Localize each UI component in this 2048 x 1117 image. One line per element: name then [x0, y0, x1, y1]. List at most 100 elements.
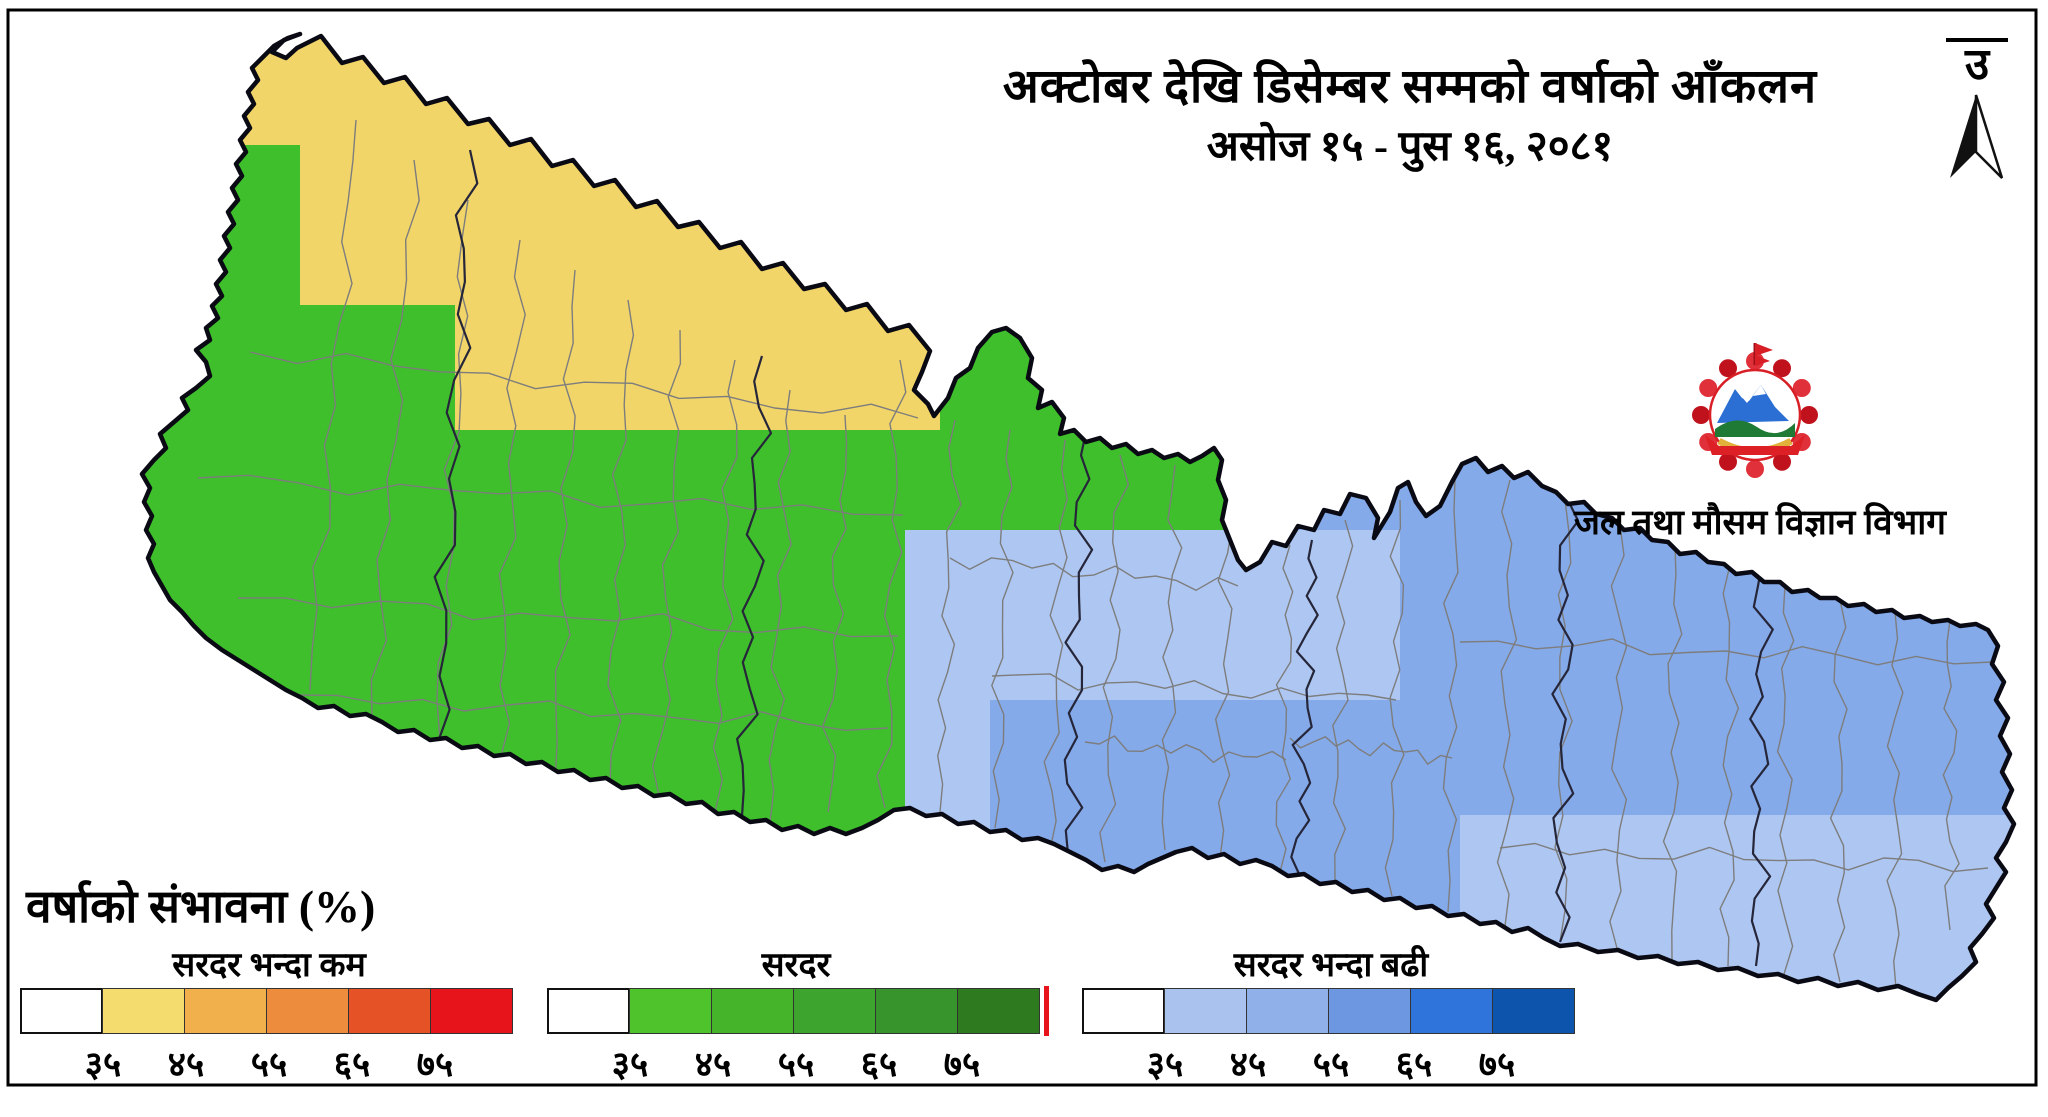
legend-swatch — [430, 988, 513, 1034]
district-line — [1099, 454, 1129, 863]
legend-swatch — [793, 988, 876, 1034]
emblem-flower — [1699, 379, 1718, 397]
legend-swatch — [20, 988, 103, 1034]
district-line — [1942, 619, 1960, 931]
district-line — [197, 474, 904, 516]
legend-tick-label: ५५ — [1312, 1045, 1350, 1084]
legend-swatch — [957, 988, 1040, 1034]
district-line — [652, 329, 682, 801]
map-title-line2: असोज १५ - पुस १६, २०८१ — [1206, 124, 1614, 170]
district-line — [498, 239, 526, 761]
emblem-flower — [1773, 359, 1791, 378]
map-frame — [6, 8, 2038, 1087]
emblem-ribbon — [1705, 435, 1805, 455]
legend-end-tick — [1044, 986, 1049, 1036]
district-line — [876, 359, 907, 809]
district-line — [1043, 439, 1068, 851]
emblem-flower — [1746, 460, 1764, 478]
legend-swatch — [1164, 988, 1247, 1034]
legend-swatch — [547, 988, 630, 1034]
legend-swatch — [102, 988, 185, 1034]
legend-tick-label: ४५ — [694, 1045, 732, 1084]
district-line — [768, 389, 792, 823]
legend-swatch — [629, 988, 712, 1034]
emblem-flower — [1719, 452, 1737, 471]
legend-tick-row: ३५ ४५ ५५ ६५ ७५ — [1082, 1040, 1580, 1084]
dhm-emblem-logo — [1692, 343, 1818, 478]
legend-swatch — [348, 988, 431, 1034]
emblem-flower — [1719, 359, 1737, 378]
district-line — [991, 429, 1014, 829]
zone-above-normal-light — [905, 530, 2014, 1000]
district-line — [712, 359, 738, 813]
district-line — [1499, 842, 1989, 873]
province-line — [1063, 431, 1094, 855]
legend-swatch — [1492, 988, 1575, 1034]
legend-group-above-normal: सरदर भन्दा बढी ३५ ४५ ५५ ६५ ७५ — [1082, 940, 1580, 1100]
legend-swatch — [184, 988, 267, 1034]
district-line — [1384, 499, 1405, 897]
district-line — [1459, 638, 1993, 666]
legend-tick-label: ७५ — [416, 1045, 454, 1084]
emblem-hills — [1715, 420, 1795, 437]
district-line — [821, 414, 848, 813]
emblem-flower — [1773, 452, 1791, 471]
district-line — [1084, 735, 1287, 764]
province-line — [1551, 495, 1580, 943]
legend-tick-label: ३५ — [84, 1045, 122, 1084]
legend-tick-label: ५५ — [250, 1045, 288, 1084]
legend-tick-label: ४५ — [1229, 1045, 1267, 1084]
map-title-line1: अक्टोबर देखि डिसेम्बर सम्मको वर्षाको आँक… — [1002, 61, 1818, 113]
north-arrow — [1950, 94, 2004, 179]
district-line — [1662, 544, 1683, 961]
district-line — [554, 269, 576, 781]
legend-color-bar — [20, 988, 513, 1034]
legend-tick-label: ७५ — [1478, 1045, 1516, 1084]
district-line — [1609, 524, 1628, 953]
legend-group-label: सरदर — [761, 947, 831, 984]
legend-tick-label: ६५ — [333, 1045, 371, 1084]
district-line — [1275, 544, 1294, 873]
province-line — [1749, 561, 1774, 967]
district-line — [1161, 464, 1183, 851]
district-line — [1332, 519, 1354, 881]
district-line — [294, 694, 889, 731]
legend-swatch — [1410, 988, 1493, 1034]
legend-title: वर्षाको संभावना (%) — [26, 881, 376, 932]
district-line — [937, 419, 962, 813]
emblem-flower — [1692, 406, 1710, 424]
district-line — [1442, 479, 1459, 913]
legend-swatch — [266, 988, 349, 1034]
district-line — [1554, 499, 1573, 943]
district-line — [1719, 564, 1740, 967]
legend-tick-label: ३५ — [611, 1045, 649, 1084]
legend-tick-label: ६५ — [1395, 1045, 1433, 1084]
district-line — [1496, 479, 1518, 927]
legend-tick-label: ३५ — [1146, 1045, 1184, 1084]
legend-tick-label: ५५ — [777, 1045, 815, 1084]
emblem-flower — [1792, 379, 1811, 397]
district-line — [991, 673, 1397, 701]
province-line — [736, 355, 773, 817]
legend-tick-label: ६५ — [860, 1045, 898, 1084]
legend-color-bar — [547, 988, 1040, 1034]
legend-color-bar — [1082, 988, 1575, 1034]
province-line — [433, 149, 479, 743]
district-line — [607, 299, 635, 791]
legend-tick-label: ४५ — [167, 1045, 205, 1084]
district-boundaries — [197, 119, 1993, 989]
district-line — [237, 597, 899, 638]
legend-group-below-normal: सरदर भन्दा कम ३५ ४५ ५५ ६५ ७५ — [20, 940, 518, 1100]
north-label: उ — [1946, 38, 2008, 88]
legend-tick-row: ३५ ४५ ५५ ६५ ७५ — [547, 1040, 1045, 1084]
legend-swatch — [1246, 988, 1329, 1034]
district-line — [1886, 611, 1904, 989]
district-line — [1289, 736, 1453, 765]
district-line — [949, 557, 1239, 591]
district-line — [1829, 599, 1848, 983]
emblem-flower — [1800, 406, 1818, 424]
province-line — [1290, 539, 1319, 877]
agency-name: जल तथा मौसम विज्ञान विभाग — [1573, 503, 1947, 542]
